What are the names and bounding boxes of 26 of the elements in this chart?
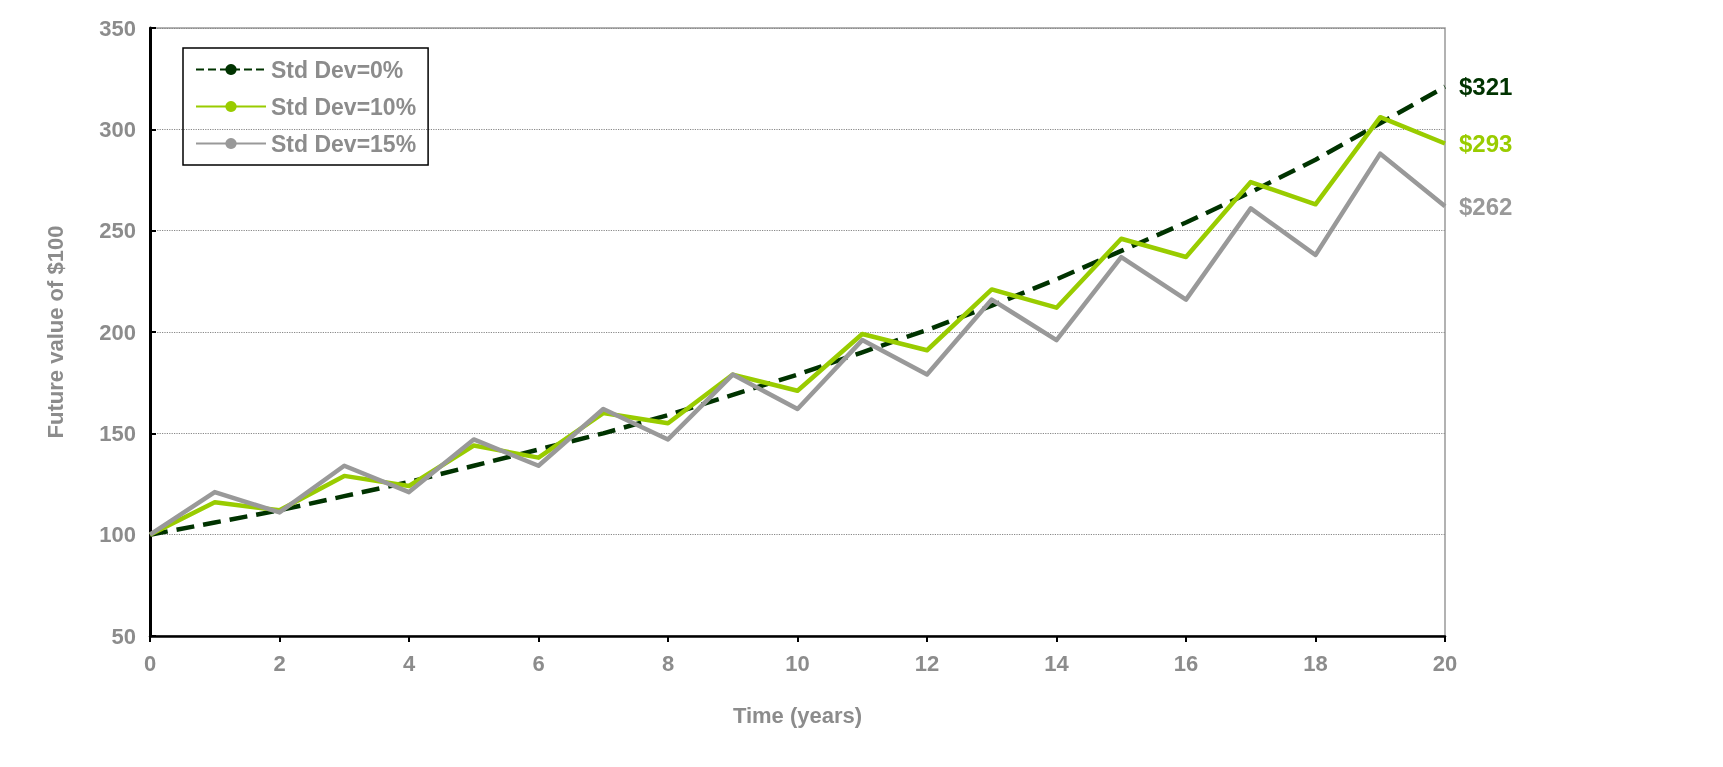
x-tick-label: 6 <box>532 650 545 676</box>
y-axis-title: Future value of $100 <box>42 225 68 439</box>
x-tick-label: 14 <box>1044 650 1070 676</box>
x-tick-label: 0 <box>143 650 157 676</box>
data-label: $321 <box>1459 73 1513 101</box>
legend-label: Std Dev=15% <box>271 130 417 157</box>
y-tick-label: 250 <box>99 218 136 244</box>
x-tick-label: 4 <box>402 650 416 676</box>
x-tick-label: 2 <box>273 650 286 676</box>
x-tick-label: 18 <box>1303 650 1328 676</box>
legend-label: Std Dev=0% <box>271 56 404 83</box>
y-tick-label: 100 <box>99 522 136 548</box>
y-tick-label: 50 <box>111 623 136 649</box>
data-label: $293 <box>1459 130 1513 158</box>
x-axis-title: Time (years) <box>732 702 863 728</box>
x-tick-label: 10 <box>785 650 810 676</box>
x-tick-label: 8 <box>661 650 675 676</box>
y-tick-label: 350 <box>99 15 136 41</box>
y-tick-label: 300 <box>99 116 136 142</box>
y-tick-label: 200 <box>99 319 136 345</box>
data-label: $262 <box>1459 192 1513 220</box>
x-tick-label: 16 <box>1173 650 1199 676</box>
y-tick-label: 150 <box>99 420 136 446</box>
x-tick-label: 20 <box>1432 650 1458 676</box>
legend-label: Std Dev=10% <box>271 93 417 120</box>
x-tick-label: 12 <box>914 650 940 676</box>
